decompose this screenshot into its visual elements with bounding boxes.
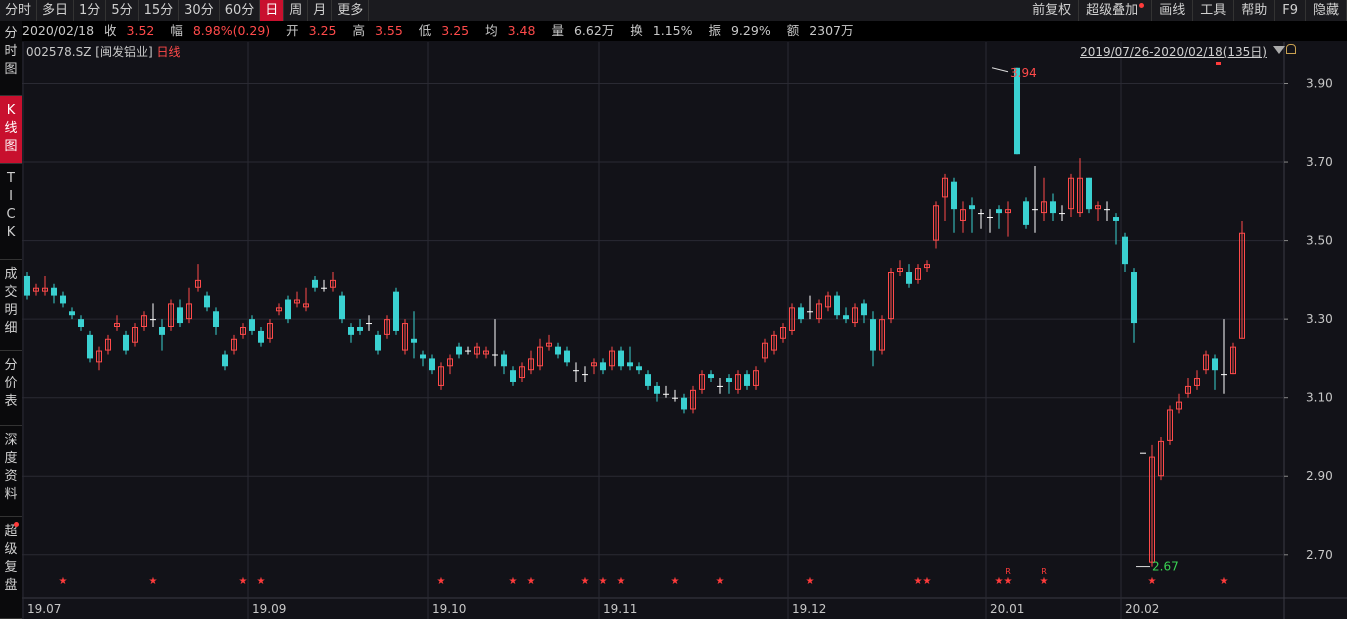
kline-chart-area[interactable]	[22, 41, 1347, 619]
turnover-value: 1.15%	[652, 23, 693, 38]
toolbar-button-label: 超级叠加	[1086, 3, 1139, 18]
side-tab-label: 分价表	[4, 358, 18, 409]
open-field: 开 3.25	[286, 23, 342, 38]
close-value: 3.52	[126, 23, 155, 38]
stock-title: 002578.SZ [闽发铝业] 日线	[26, 43, 181, 60]
high-label: 高	[352, 23, 365, 38]
change-field: 幅 8.98%(0.29)	[170, 23, 276, 38]
period-tab[interactable]: 1分	[74, 0, 107, 21]
close-label: 收	[104, 23, 117, 38]
toolbar-button-label: 前复权	[1032, 3, 1072, 18]
toolbar-button[interactable]: 超级叠加	[1079, 0, 1153, 21]
toolbar-button-label: 隐藏	[1312, 3, 1339, 18]
lock-icon[interactable]	[1286, 44, 1296, 54]
toolbar-button[interactable]: 画线	[1152, 0, 1194, 21]
period-tab[interactable]: 15分	[139, 0, 180, 21]
avg-field: 均 3.48	[485, 23, 541, 38]
toolbar-button[interactable]: 隐藏	[1306, 0, 1347, 21]
period-tabs: 分时 多日 1分 5分 15分 30分 60分日周月更多	[0, 0, 370, 21]
volume-label: 量	[551, 23, 564, 38]
volume-field: 量 6.62万	[551, 23, 620, 38]
period-tab[interactable]: 30分	[179, 0, 220, 21]
side-tab[interactable]: 分时图	[0, 21, 22, 96]
toolbar-button-label: 帮助	[1241, 3, 1268, 18]
period-tab[interactable]: 月	[308, 0, 333, 21]
high-field: 高 3.55	[352, 23, 408, 38]
period-tab[interactable]: 60分	[220, 0, 261, 21]
avg-value: 3.48	[507, 23, 536, 38]
toolbar-button[interactable]: F9	[1275, 0, 1306, 21]
period-tab[interactable]: 多日	[37, 0, 75, 21]
side-tab[interactable]: 超级复盘	[0, 517, 22, 619]
side-tab-label: 深度资料	[4, 433, 18, 502]
notification-dot-icon	[14, 522, 19, 527]
change-label: 幅	[170, 23, 183, 38]
side-tab-label: 超级复盘	[4, 524, 18, 593]
stock-name: [闽发铝业]	[95, 45, 153, 59]
stock-code: 002578.SZ	[26, 45, 92, 59]
close-field: 收 3.52	[104, 23, 160, 38]
volume-value: 6.62万	[573, 23, 615, 38]
period-tab[interactable]: 周	[284, 0, 309, 21]
toolbar-button-label: 画线	[1159, 3, 1186, 18]
date-range-selector[interactable]: 2019/07/26-2020/02/18(135日)	[1080, 45, 1267, 59]
period-tab[interactable]: 分时	[0, 0, 38, 21]
chart-period: 日线	[156, 45, 181, 59]
notification-dot-icon	[1139, 3, 1145, 8]
avg-label: 均	[485, 23, 498, 38]
toolbar-button[interactable]: 前复权	[1025, 0, 1080, 21]
toolbar: 分时 多日 1分 5分 15分 30分 60分日周月更多 前复权 超级叠加 画线 工具 帮助 F9 隐藏	[0, 0, 1347, 22]
toolbar-button[interactable]: 帮助	[1234, 0, 1276, 21]
side-tab-label: 分时图	[4, 26, 18, 77]
low-label: 低	[418, 23, 432, 38]
side-tab[interactable]: 成交明细	[0, 260, 22, 351]
side-tab[interactable]: 分价表	[0, 351, 22, 426]
side-tab-label: 成交明细	[4, 267, 18, 336]
high-value: 3.55	[374, 23, 403, 38]
low-field: 低 3.25	[419, 23, 475, 38]
toolbar-right: 前复权 超级叠加 画线 工具 帮助 F9 隐藏	[1025, 0, 1347, 21]
amount-field: 额 2307万	[787, 23, 860, 38]
amount-label: 额	[786, 23, 800, 38]
open-value: 3.25	[308, 23, 337, 38]
low-value: 3.25	[441, 23, 470, 38]
quote-info-bar: 2020/02/18 收 3.52 幅 8.98%(0.29) 开 3.25 高…	[22, 21, 1347, 41]
side-tab[interactable]: 深度资料	[0, 426, 22, 517]
amplitude-value: 9.29%	[730, 23, 771, 38]
quote-date: 2020/02/18	[22, 23, 95, 38]
turnover-field: 换 1.15%	[630, 23, 698, 38]
period-tab[interactable]: 更多	[332, 0, 370, 21]
dropdown-arrow-icon[interactable]	[1273, 46, 1285, 54]
toolbar-button[interactable]: 工具	[1193, 0, 1235, 21]
amplitude-field: 振 9.29%	[708, 23, 776, 38]
period-tab[interactable]: 日	[260, 0, 285, 21]
open-label: 开	[286, 23, 299, 38]
toolbar-button-label: 工具	[1200, 3, 1227, 18]
amount-value: 2307万	[809, 23, 854, 38]
toolbar-button-label: F9	[1282, 3, 1298, 18]
amplitude-label: 振	[708, 23, 721, 38]
period-tab[interactable]: 5分	[106, 0, 139, 21]
change-value: 8.98%(0.29)	[192, 23, 271, 38]
turnover-label: 换	[630, 23, 643, 38]
